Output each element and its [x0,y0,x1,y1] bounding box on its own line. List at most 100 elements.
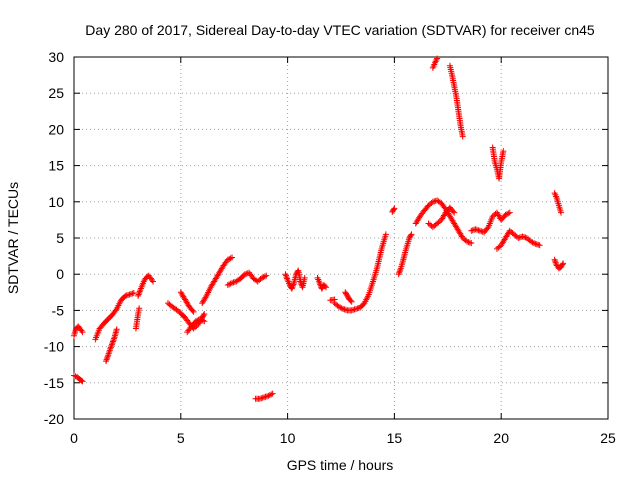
data-point [268,391,275,398]
data-point [289,284,296,291]
series-arc-6 [135,272,157,299]
data-marks [71,55,567,402]
data-point [148,276,155,283]
data-point [529,239,536,246]
series-arc-18 [389,205,398,215]
data-point [224,282,231,289]
data-point [536,242,543,249]
data-point [265,392,272,399]
series-arc-20 [412,197,475,247]
y-tick-label: 20 [48,121,64,137]
y-tick-label: 0 [56,266,64,282]
series-arc-25 [489,144,507,182]
data-point [201,318,208,325]
chart-title: Day 280 of 2017, Sidereal Day-to-day VTE… [85,22,595,38]
series-arc-14 [314,274,330,292]
series-arc-21 [425,204,458,231]
data-point [500,148,507,155]
x-tick-label: 20 [493,430,509,446]
y-tick-label: 15 [48,158,64,174]
data-point [335,303,342,310]
series-arc-26 [493,227,543,252]
series-arc-15 [327,296,338,304]
data-point [110,337,117,344]
data-point [108,341,115,348]
data-point [530,240,537,247]
y-axis-label: SDTVAR / TECUs [5,182,21,294]
data-point [505,210,512,217]
data-point [104,353,111,360]
data-point [260,274,267,281]
data-point [226,255,233,262]
data-point [484,225,491,232]
data-point [202,294,209,301]
x-tick-label: 5 [177,430,185,446]
data-point [111,335,118,342]
data-point [136,290,143,297]
data-point [459,133,466,140]
data-point [450,208,457,215]
y-tick-label: 5 [56,230,64,246]
data-point [407,232,414,239]
data-point [503,211,510,218]
series-arc-23 [446,62,466,140]
data-point [284,275,291,282]
data-point [283,274,290,281]
data-point [135,292,142,299]
data-point [108,342,115,349]
data-point [226,281,233,288]
data-point [347,297,354,304]
data-point [113,326,120,333]
data-point [451,209,458,216]
data-point [104,355,111,362]
data-point [282,271,289,278]
x-tick-label: 10 [280,430,296,446]
x-tick-label: 0 [70,430,78,446]
y-tick-label: -15 [44,375,64,391]
series-arc-1 [71,323,86,339]
data-point [150,278,157,285]
grid [74,57,608,419]
data-point [109,339,116,346]
data-point [197,316,204,323]
series-arc-3 [92,290,137,343]
data-point [551,256,558,263]
data-point [432,58,439,65]
series-arc-28 [551,190,565,216]
axis-ticks: 0 5 10 15 20 25 -20 -15 -10 -5 0 5 10 15 20 25 30 [44,49,616,446]
series-arc-4 [103,326,120,365]
data-point [560,260,567,267]
data-point [282,272,289,279]
data-point [506,209,513,216]
data-point [337,304,344,311]
data-point [229,254,236,261]
data-point [408,231,415,238]
data-point [288,285,295,292]
data-point [559,261,566,268]
data-point [528,238,535,245]
data-point [136,305,143,312]
data-point [558,209,565,216]
data-point [397,266,404,273]
x-tick-label: 15 [387,430,403,446]
data-point [189,307,196,314]
y-tick-label: -5 [52,302,65,318]
y-tick-label: 30 [48,49,64,65]
series-arc-17 [342,289,355,305]
series-arc-2 [71,372,86,385]
data-point [395,271,402,278]
x-axis-label: GPS time / hours [287,457,394,473]
data-point [224,256,231,263]
data-point [194,317,201,324]
data-point [390,206,397,213]
data-point [201,311,208,318]
data-point [200,312,207,319]
data-point [103,358,110,365]
data-point [198,316,205,323]
data-point [78,377,85,384]
data-point [348,298,355,305]
data-point [431,59,438,66]
series-arc-27 [551,256,567,272]
data-point [78,327,85,334]
data-point [552,258,559,265]
